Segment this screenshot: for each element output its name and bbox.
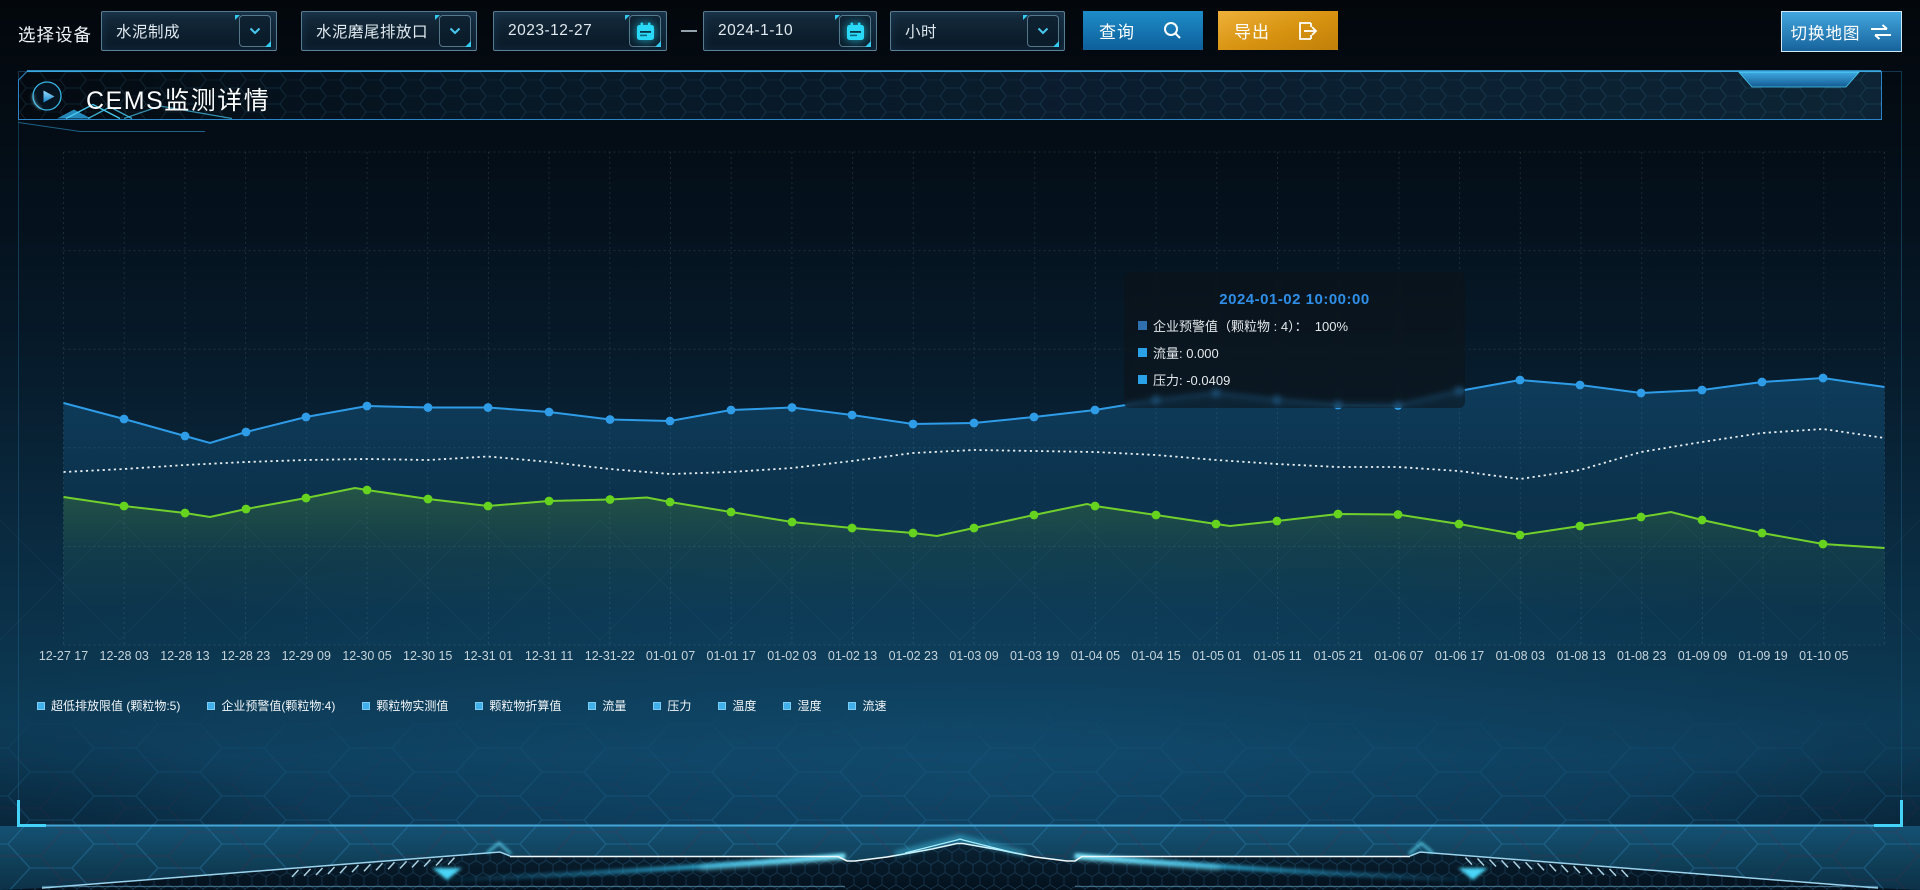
svg-text:01-01 07: 01-01 07: [646, 649, 695, 663]
svg-text:12-31-22: 12-31-22: [585, 649, 635, 663]
svg-text:01-10 05: 01-10 05: [1799, 649, 1848, 663]
svg-text:01-08 23: 01-08 23: [1617, 649, 1666, 663]
svg-text:01-08 13: 01-08 13: [1556, 649, 1605, 663]
svg-text:12-28 13: 12-28 13: [160, 649, 209, 663]
svg-text:12-30 15: 12-30 15: [403, 649, 452, 663]
svg-text:12-27 17: 12-27 17: [39, 649, 88, 663]
svg-text:12-28 03: 12-28 03: [100, 649, 149, 663]
svg-text:01-08 03: 01-08 03: [1496, 649, 1545, 663]
svg-text:01-04 05: 01-04 05: [1071, 649, 1120, 663]
svg-text:01-05 21: 01-05 21: [1314, 649, 1363, 663]
svg-text:12-31 01: 12-31 01: [464, 649, 513, 663]
svg-text:12-30 05: 12-30 05: [342, 649, 391, 663]
svg-text:01-05 11: 01-05 11: [1253, 649, 1301, 663]
svg-text:12-31 11: 12-31 11: [525, 649, 573, 663]
svg-text:01-03 19: 01-03 19: [1010, 649, 1059, 663]
svg-text:12-28 23: 12-28 23: [221, 649, 270, 663]
svg-text:01-01 17: 01-01 17: [707, 649, 756, 663]
svg-text:01-06 07: 01-06 07: [1374, 649, 1423, 663]
svg-text:01-06 17: 01-06 17: [1435, 649, 1484, 663]
svg-text:01-05 01: 01-05 01: [1192, 649, 1241, 663]
svg-text:01-02 23: 01-02 23: [889, 649, 938, 663]
svg-text:01-04 15: 01-04 15: [1131, 649, 1180, 663]
svg-text:12-29 09: 12-29 09: [282, 649, 331, 663]
svg-text:01-09 19: 01-09 19: [1738, 649, 1787, 663]
svg-text:01-09 09: 01-09 09: [1678, 649, 1727, 663]
svg-text:01-02 03: 01-02 03: [767, 649, 816, 663]
svg-text:01-03 09: 01-03 09: [949, 649, 998, 663]
svg-text:01-02 13: 01-02 13: [828, 649, 877, 663]
